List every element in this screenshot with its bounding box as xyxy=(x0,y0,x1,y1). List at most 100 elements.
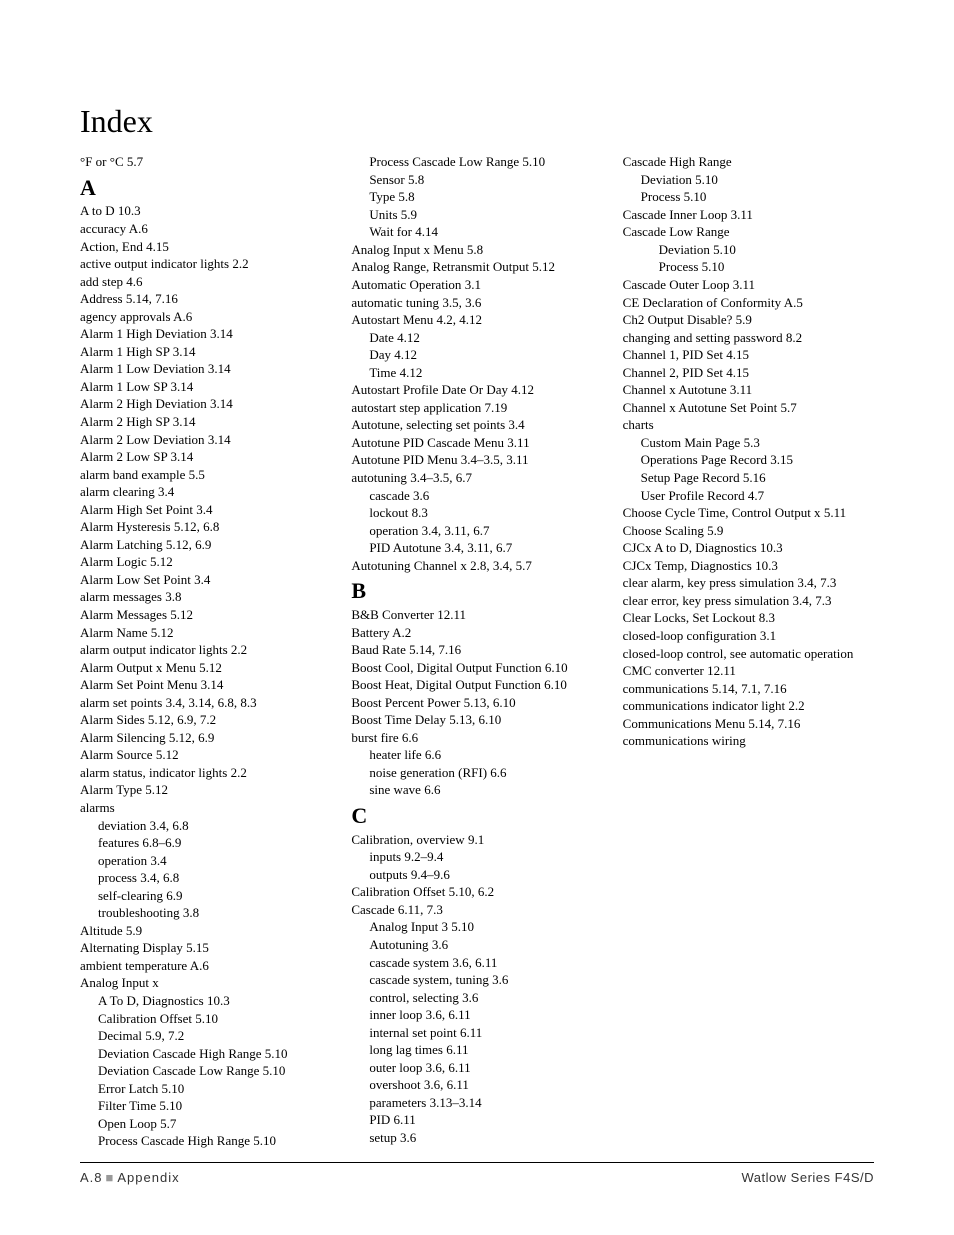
index-pages: 5.13, 6.10 xyxy=(460,695,515,710)
index-term: Choose Scaling xyxy=(623,523,704,538)
index-pages: 5.3 xyxy=(740,435,760,450)
index-term: Decimal xyxy=(98,1028,142,1043)
index-pages: 3.4 xyxy=(147,853,167,868)
index-pages: 5.8 xyxy=(405,172,425,187)
index-entry: clear alarm, key press simulation 3.4, 7… xyxy=(623,574,874,592)
index-term: Alarm Type xyxy=(80,782,142,797)
index-entry: Day 4.12 xyxy=(351,346,602,364)
index-term: Alarm 1 High Deviation xyxy=(80,326,207,341)
index-pages: 5.13, 6.10 xyxy=(446,712,501,727)
index-entry: Alarm Latching 5.12, 6.9 xyxy=(80,536,331,554)
index-entry: cascade 3.6 xyxy=(351,487,602,505)
index-term: Baud Rate xyxy=(351,642,406,657)
index-term: features xyxy=(98,835,139,850)
index-pages: A.5 xyxy=(781,295,803,310)
index-pages: 5.15 xyxy=(183,940,209,955)
index-entry: clear error, key press simulation 3.4, 7… xyxy=(623,592,874,610)
index-entry: Sensor 5.8 xyxy=(351,171,602,189)
index-entry: Cascade 6.11, 7.3 xyxy=(351,901,602,919)
index-term: automatic tuning xyxy=(351,295,439,310)
index-pages: 5.12 xyxy=(529,259,555,274)
index-term: Date xyxy=(369,330,394,345)
index-pages: 3.14 xyxy=(167,379,193,394)
index-entry: Autotune PID Menu 3.4–3.5, 3.11 xyxy=(351,451,602,469)
index-term: Autostart Menu xyxy=(351,312,433,327)
index-entry: inputs 9.2–9.4 xyxy=(351,848,602,866)
index-pages: 3.14 xyxy=(205,432,231,447)
index-term: Deviation xyxy=(659,242,710,257)
index-term: Boost Cool, Digital Output Function xyxy=(351,660,541,675)
index-entry: alarm messages 3.8 xyxy=(80,588,331,606)
index-pages: 5.9, 7.2 xyxy=(142,1028,184,1043)
index-pages: 5.9 xyxy=(732,312,752,327)
index-term: Deviation xyxy=(641,172,692,187)
index-entry: B&B Converter 12.11 xyxy=(351,606,602,624)
index-term: CJCx Temp, Diagnostics xyxy=(623,558,752,573)
index-entry: Process Cascade Low Range 5.10 xyxy=(351,153,602,171)
index-entry: Custom Main Page 5.3 xyxy=(623,434,874,452)
index-pages: 3.8 xyxy=(162,589,182,604)
index-pages: 10.3 xyxy=(115,203,141,218)
index-pages: 3.4 xyxy=(191,572,211,587)
index-entry: Clear Locks, Set Lockout 8.3 xyxy=(623,609,874,627)
index-pages: 5.10 xyxy=(250,1133,276,1148)
index-term: Channel 2, PID Set xyxy=(623,365,723,380)
index-term: autostart step application xyxy=(351,400,481,415)
index-term: Alarm Messages xyxy=(80,607,167,622)
index-pages: 3.13–3.14 xyxy=(426,1095,481,1110)
index-letter: A xyxy=(80,173,331,203)
index-pages: 5.10 xyxy=(448,919,474,934)
index-term: alarm status, indicator lights xyxy=(80,765,227,780)
index-term: Alternating Display xyxy=(80,940,183,955)
index-entry: Autotune PID Cascade Menu 3.11 xyxy=(351,434,602,452)
index-entry: Alarm Output x Menu 5.12 xyxy=(80,659,331,677)
index-entry: Process 5.10 xyxy=(623,258,874,276)
index-entry: A To D, Diagnostics 10.3 xyxy=(80,992,331,1010)
index-term: Autotune, selecting set points xyxy=(351,417,505,432)
index-term: cascade xyxy=(369,488,409,503)
index-term: active output indicator lights xyxy=(80,256,229,271)
index-pages: 3.14 xyxy=(167,449,193,464)
index-pages: 5.10 xyxy=(692,172,718,187)
index-entry: CE Declaration of Conformity A.5 xyxy=(623,294,874,312)
index-pages: 6.11, 7.3 xyxy=(395,902,443,917)
index-entry: Alternating Display 5.15 xyxy=(80,939,331,957)
index-entry: Deviation 5.10 xyxy=(623,241,874,259)
index-pages: 3.8 xyxy=(180,905,200,920)
index-term: Alarm High Set Point xyxy=(80,502,193,517)
index-pages: 5.7 xyxy=(157,1116,177,1131)
index-entry: Alarm Name 5.12 xyxy=(80,624,331,642)
index-pages: 9.2–9.4 xyxy=(401,849,443,864)
index-pages: 5.14, 7.1, 7.16 xyxy=(709,681,787,696)
index-term: Custom Main Page xyxy=(641,435,741,450)
index-entry: internal set point 6.11 xyxy=(351,1024,602,1042)
index-term: A to D xyxy=(80,203,115,218)
index-entry: noise generation (RFI) 6.6 xyxy=(351,764,602,782)
index-pages: 3.6 xyxy=(397,1130,417,1145)
index-term: Autotune PID Menu xyxy=(351,452,457,467)
index-term: Alarm Set Point Menu xyxy=(80,677,197,692)
index-entry: Analog Input 3 5.10 xyxy=(351,918,602,936)
index-pages: 5.5 xyxy=(185,467,205,482)
index-term: Process Cascade Low Range xyxy=(369,154,519,169)
index-entry: Alarm Type 5.12 xyxy=(80,781,331,799)
index-pages: 5.10 xyxy=(259,1063,285,1078)
index-term: Filter Time xyxy=(98,1098,156,1113)
index-term: PID Autotune xyxy=(369,540,441,555)
index-term: Alarm Low Set Point xyxy=(80,572,191,587)
index-pages: 4.12 xyxy=(508,382,534,397)
index-pages: 5.10 xyxy=(698,259,724,274)
index-pages: A.2 xyxy=(390,625,412,640)
index-pages: 4.12 xyxy=(396,365,422,380)
index-pages: 10.3 xyxy=(757,540,783,555)
index-entry: accuracy A.6 xyxy=(80,220,331,238)
index-term: Alarm Hysteresis xyxy=(80,519,171,534)
index-entry: Boost Time Delay 5.13, 6.10 xyxy=(351,711,602,729)
index-term: Alarm Name xyxy=(80,625,148,640)
index-pages: 6.6 xyxy=(422,747,442,762)
index-entry: Alarm 2 High Deviation 3.14 xyxy=(80,395,331,413)
index-pages: 5.10 xyxy=(158,1081,184,1096)
index-pages: 3.4, 3.11, 6.7 xyxy=(441,540,512,555)
index-term: Alarm Sides xyxy=(80,712,145,727)
index-term: deviation xyxy=(98,818,146,833)
